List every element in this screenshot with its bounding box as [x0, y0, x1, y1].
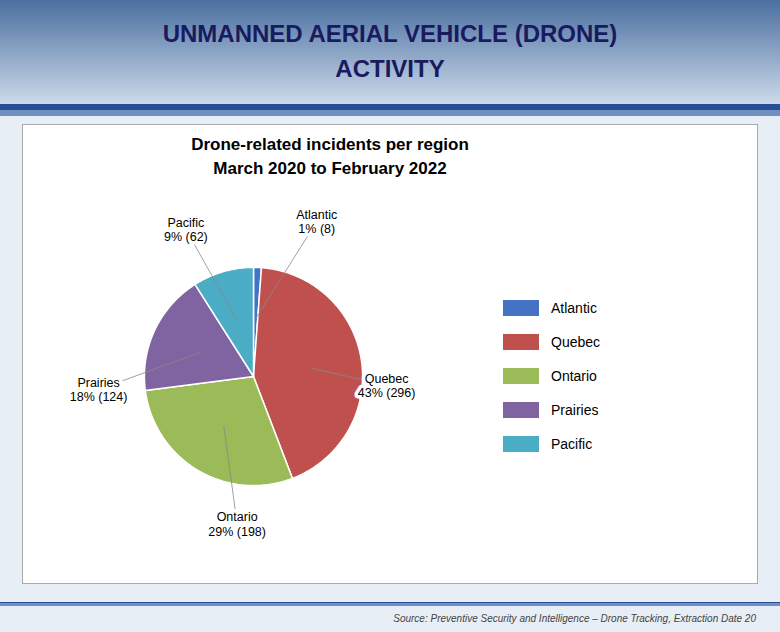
html-text:Ontario: Ontario	[551, 367, 597, 384]
html-text:Pacific: Pacific	[551, 435, 593, 452]
html-text:Prairies: Prairies	[551, 401, 599, 418]
svg-text:Prairies18% (124): Prairies18% (124)	[70, 376, 128, 404]
html-text:UNMANNED AERIAL VEHICLE (DRONE: UNMANNED AERIAL VEHICLE (DRONE) ACTIVITY	[162, 20, 618, 82]
svg-text:Quebec43% (296): Quebec43% (296)	[358, 371, 416, 399]
svg-text:Pacific9% (62): Pacific9% (62)	[164, 215, 208, 243]
html-text:Drone-related incidents per re: Drone-related incidents per region March…	[191, 135, 469, 178]
svg-text:Ontario29% (198): Ontario29% (198)	[208, 510, 266, 538]
svg-text:Ontario29% (198): Ontario29% (198)	[208, 510, 266, 538]
svg-text:Atlantic1% (8): Atlantic1% (8)	[296, 208, 337, 236]
html-text:Quebec: Quebec	[551, 333, 600, 350]
svg-text:Prairies18% (124): Prairies18% (124)	[70, 376, 128, 404]
svg-text:Quebec43% (296): Quebec43% (296)	[358, 371, 416, 399]
svg-text:Pacific9% (62): Pacific9% (62)	[164, 215, 208, 243]
svg-text:Atlantic1% (8): Atlantic1% (8)	[296, 208, 337, 236]
html-text:Atlantic: Atlantic	[551, 299, 597, 316]
html-text:Source: Preventive Security an: Source: Preventive Security and Intellig…	[393, 613, 756, 624]
